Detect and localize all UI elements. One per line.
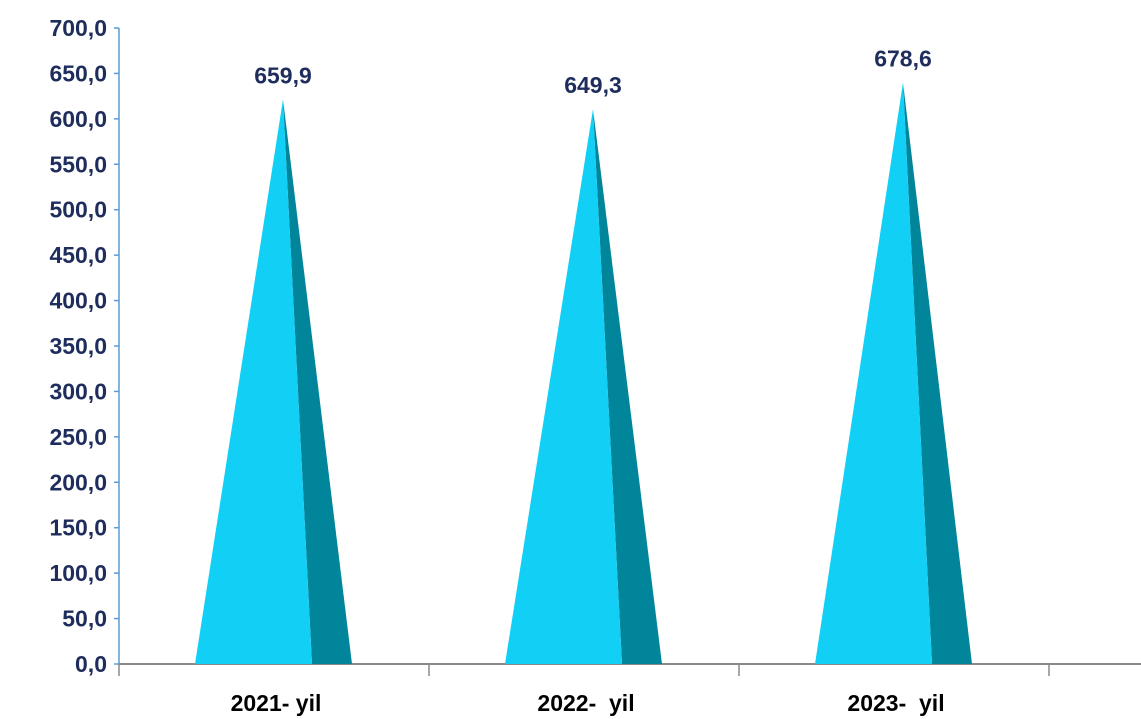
y-tick-label: 100,0 [49, 560, 107, 586]
y-tick-label: 0,0 [75, 651, 107, 677]
data-label: 678,6 [874, 45, 932, 71]
y-tick-label: 400,0 [49, 288, 107, 314]
data-label: 649,3 [564, 72, 622, 98]
y-tick-label: 500,0 [49, 197, 107, 223]
y-tick-label: 250,0 [49, 424, 107, 450]
cone-bar [815, 82, 932, 664]
y-tick-label: 300,0 [49, 378, 107, 404]
y-tick-label: 450,0 [49, 242, 107, 268]
y-tick-label: 350,0 [49, 333, 107, 359]
y-tick-label: 200,0 [49, 469, 107, 495]
x-axis-labels: 2021- yil 2022- yil 2023- yil [231, 690, 945, 716]
y-tick-label: 700,0 [49, 15, 107, 41]
x-category-label: 2021- yil [231, 690, 322, 716]
y-tick-label: 150,0 [49, 515, 107, 541]
x-category-label: 2023- yil [847, 690, 944, 716]
y-tick-label: 650,0 [49, 60, 107, 86]
data-labels: 659,9 649,3 678,6 [254, 45, 932, 98]
cone-bar [195, 99, 312, 664]
x-category-label: 2022- yil [537, 690, 634, 716]
y-tick-label: 550,0 [49, 151, 107, 177]
y-axis-ticks: 0,0 50,0 100,0 150,0 200,0 250,0 300,0 350,0 400… [49, 15, 119, 677]
data-label: 659,9 [254, 62, 312, 88]
cone-bar [505, 109, 622, 664]
y-tick-label: 600,0 [49, 106, 107, 132]
cone-bars [195, 82, 972, 664]
y-tick-label: 50,0 [62, 606, 107, 632]
